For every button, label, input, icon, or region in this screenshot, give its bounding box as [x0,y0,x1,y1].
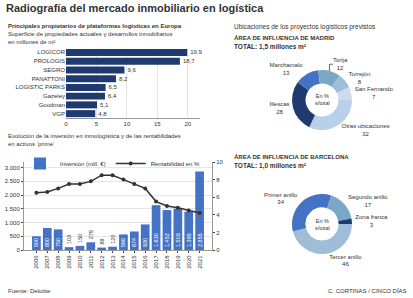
svg-text:2016: 2016 [142,255,148,269]
svg-text:Superficie de propiedades actu: Superficie de propiedades actuales y des… [8,31,172,45]
svg-text:2011: 2011 [88,255,94,269]
svg-text:1.503: 1.503 [175,233,181,247]
svg-text:PANATTONI: PANATTONI [32,76,66,82]
svg-text:0: 0 [216,247,220,253]
svg-text:500: 500 [33,238,39,247]
svg-text:SEGRO: SEGRO [43,67,65,73]
svg-text:Tercer anillo46: Tercer anillo46 [329,254,362,268]
svg-text:2012: 2012 [99,255,105,269]
svg-text:1.630: 1.630 [153,233,159,247]
svg-text:750: 750 [55,238,61,247]
svg-text:2020: 2020 [186,255,192,269]
svg-text:930: 930 [142,238,148,247]
svg-text:2019: 2019 [175,255,181,269]
svg-text:9,6: 9,6 [127,67,136,73]
svg-text:3.000: 3.000 [5,165,21,171]
svg-text:800: 800 [44,238,50,247]
svg-text:2008: 2008 [55,255,61,269]
svg-text:VGP: VGP [52,111,65,117]
svg-text:En %s/total: En %s/total [315,218,330,231]
svg-text:Gazeley: Gazeley [43,93,65,99]
svg-text:En %s/total: En %s/total [315,93,330,106]
svg-text:8,2: 8,2 [119,76,128,82]
svg-text:ÁREA DE INFLUENCIA DE MADRID: ÁREA DE INFLUENCIA DE MADRID [234,35,335,41]
svg-text:Principales propietarios de pl: Principales propietarios de plataformas … [8,23,182,29]
svg-text:2.855: 2.855 [197,233,203,247]
svg-text:5,1: 5,1 [100,102,109,108]
svg-text:6: 6 [216,194,220,200]
svg-text:566: 566 [120,238,126,247]
svg-text:150: 150 [77,234,83,243]
svg-text:0: 0 [64,121,68,127]
svg-text:2009: 2009 [66,255,72,269]
svg-text:4,8: 4,8 [98,111,107,117]
svg-text:Illescas28: Illescas28 [269,101,289,115]
svg-text:2010: 2010 [77,255,83,269]
svg-text:4: 4 [216,212,220,218]
svg-text:PROLOGIS: PROLOGIS [34,58,65,64]
svg-text:Marchamalo13: Marchamalo13 [270,62,304,76]
svg-text:2017: 2017 [153,255,159,269]
svg-text:1.000: 1.000 [5,220,21,226]
svg-text:10: 10 [216,159,223,165]
svg-text:279: 279 [88,230,94,239]
svg-text:120: 120 [110,235,116,244]
svg-text:10: 10 [124,121,131,127]
svg-text:Ubicaciones de los proyectos l: Ubicaciones de los proyectos logísticos … [234,23,376,31]
svg-text:2006: 2006 [33,255,39,269]
svg-text:2007: 2007 [44,255,50,269]
svg-text:5: 5 [95,121,99,127]
svg-text:Segundo anillo17: Segundo anillo17 [348,194,388,208]
svg-text:Torija12: Torija12 [333,57,348,71]
svg-text:San Fernando7: San Fernando7 [355,86,394,100]
svg-text:2.000: 2.000 [5,192,21,198]
svg-text:0: 0 [16,247,20,253]
svg-text:2.500: 2.500 [5,178,21,184]
svg-text:Inversión (mill. €): Inversión (mill. €) [60,161,106,167]
svg-text:2013: 2013 [110,255,116,269]
svg-text:2021: 2021 [197,255,203,269]
svg-text:18,7: 18,7 [183,58,195,64]
svg-text:1.500: 1.500 [5,206,21,212]
svg-text:674: 674 [131,238,137,247]
svg-text:8: 8 [216,177,220,183]
svg-text:2014: 2014 [120,255,126,269]
svg-text:500: 500 [10,233,21,239]
svg-text:TOTAL: 1,5 millones m²: TOTAL: 1,5 millones m² [234,43,307,51]
svg-text:15: 15 [154,121,161,127]
svg-text:2: 2 [216,230,220,236]
svg-text:6,5: 6,5 [109,84,118,90]
svg-text:TOTAL: 1,0 millones m²: TOTAL: 1,0 millones m² [234,162,307,170]
svg-text:LOGICOR: LOGICOR [37,49,65,55]
svg-text:1.452: 1.452 [164,233,170,247]
svg-text:C. CORTINAS / CINCO DÍAS: C. CORTINAS / CINCO DÍAS [328,288,407,294]
svg-text:ÁREA DE INFLUENCIA DE BARCELON: ÁREA DE INFLUENCIA DE BARCELONA [234,154,349,160]
svg-text:103: 103 [66,235,72,244]
svg-text:88: 88 [99,238,105,244]
svg-text:1.395: 1.395 [186,233,192,247]
svg-text:LOGISTIC PARKS: LOGISTIC PARKS [15,84,65,90]
svg-text:Zona franca3: Zona franca3 [355,214,388,228]
svg-text:19,9: 19,9 [190,49,202,55]
svg-text:6,4: 6,4 [108,93,117,99]
svg-text:Rentabilidad en %: Rentabilidad en % [151,161,200,167]
svg-text:Radiografía del mercado inmobi: Radiografía del mercado inmobiliario en … [6,2,264,14]
svg-text:Fuente: Deloitte: Fuente: Deloitte [8,288,51,294]
svg-text:Torrejón8: Torrejón8 [349,71,371,85]
svg-text:Primer anillo34: Primer anillo34 [264,192,298,206]
svg-text:Goodman: Goodman [39,102,65,108]
svg-text:2015: 2015 [131,255,137,269]
svg-text:Evolución de la inversión en i: Evolución de la inversión en inmologísti… [8,133,181,147]
svg-text:2018: 2018 [164,255,170,269]
svg-text:20: 20 [184,121,191,127]
svg-text:Otras ubicaciones32: Otras ubicaciones32 [342,123,390,137]
